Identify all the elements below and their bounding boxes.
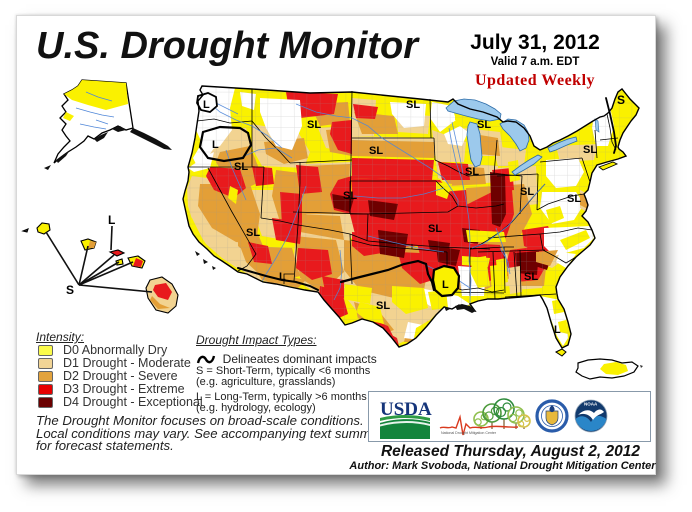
svg-text:SL: SL xyxy=(369,145,383,157)
svg-text:SL: SL xyxy=(583,144,597,156)
svg-text:SL: SL xyxy=(524,271,538,283)
svg-text:SL: SL xyxy=(428,223,442,235)
svg-text:L: L xyxy=(203,99,210,111)
svg-text:S: S xyxy=(66,283,74,297)
svg-text:L: L xyxy=(279,271,286,283)
svg-text:SL: SL xyxy=(343,190,357,202)
svg-text:SL: SL xyxy=(465,166,479,178)
svg-text:National Drought Mitigation Ce: National Drought Mitigation Center xyxy=(441,431,497,435)
svg-text:SL: SL xyxy=(520,186,534,198)
svg-text:SL: SL xyxy=(406,99,420,111)
svg-text:S: S xyxy=(617,93,625,107)
svg-text:SL: SL xyxy=(307,119,321,131)
svg-text:SL: SL xyxy=(567,193,581,205)
svg-text:L: L xyxy=(554,324,561,336)
svg-text:SL: SL xyxy=(234,161,248,173)
svg-text:SL: SL xyxy=(477,119,491,131)
svg-text:SL: SL xyxy=(376,300,390,312)
svg-text:USDA: USDA xyxy=(380,399,432,420)
svg-text:L: L xyxy=(212,139,219,151)
svg-text:L: L xyxy=(108,213,115,227)
svg-text:L: L xyxy=(442,279,449,291)
svg-text:SL: SL xyxy=(246,227,260,239)
svg-text:NOAA: NOAA xyxy=(584,402,598,407)
